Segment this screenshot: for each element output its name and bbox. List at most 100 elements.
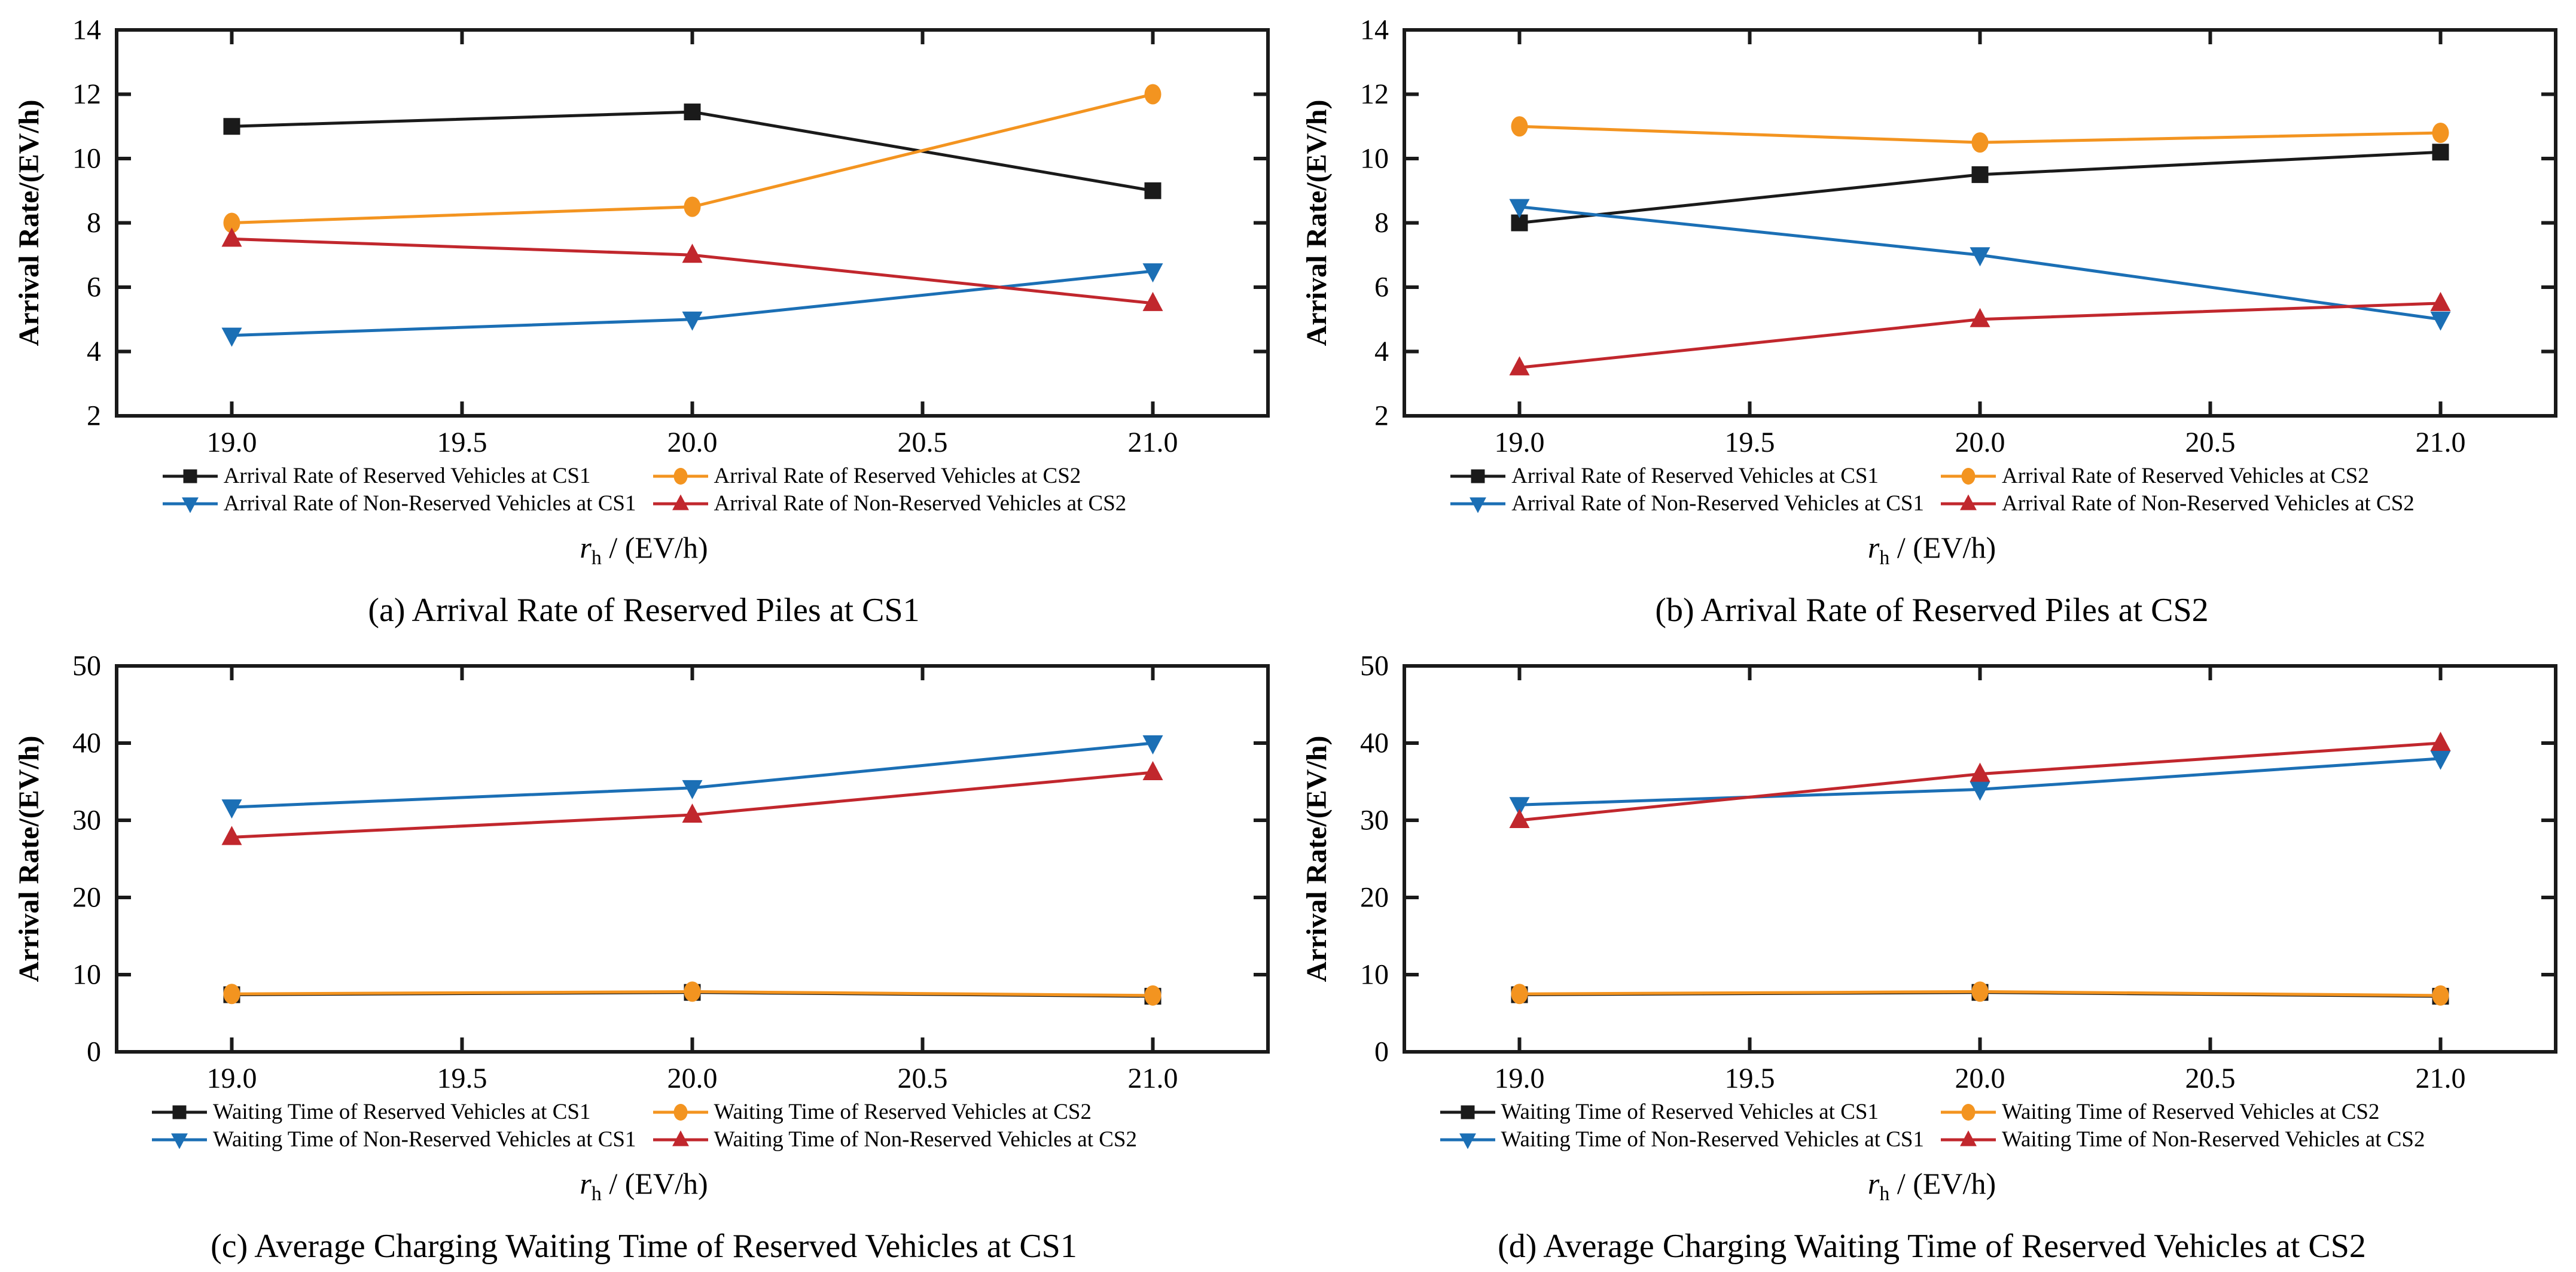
- x-tick-label: 20.0: [667, 1063, 718, 1094]
- legend-label: Waiting Time of Reserved Vehicles at CS1: [1501, 1100, 1879, 1124]
- legend-marker: [171, 1133, 188, 1149]
- legend-label: Waiting Time of Non-Reserved Vehicles at…: [1501, 1127, 1925, 1152]
- legend-item: Arrival Rate of Reserved Vehicles at CS2: [652, 463, 1127, 489]
- data-point-marker: [221, 227, 242, 247]
- legend-triangle-down-icon: [1450, 497, 1506, 513]
- x-tick-label: 20.0: [1955, 427, 2005, 458]
- x-tick-label: 20.5: [898, 1063, 948, 1094]
- legend-item: Arrival Rate of Reserved Vehicles at CS1: [161, 463, 636, 489]
- data-point-marker: [2430, 750, 2451, 770]
- data-point-marker: [221, 826, 242, 845]
- series-line: [231, 110, 1153, 193]
- chart-b: 19.0 19.5 20.0 20.5 21.0 2 4 6 8 10 12 14 Arrival Ra…: [1301, 14, 2557, 458]
- legend-marker: [673, 468, 687, 485]
- y-axis-title: Arrival Rate/(EV/h): [1301, 736, 1333, 982]
- data-point-marker: [2432, 985, 2449, 1006]
- y-tick-label: 40: [72, 728, 101, 759]
- y-tick-label: 4: [87, 336, 101, 367]
- data-point-marker: [1971, 132, 1989, 153]
- legend-marker: [1459, 1133, 1476, 1149]
- y-tick-label: 12: [72, 78, 101, 110]
- x-axis-variable: r: [1867, 531, 1880, 564]
- data-point-marker: [1509, 809, 1530, 828]
- legend-d: Waiting Time of Reserved Vehicles at CS1…: [1288, 1099, 2576, 1153]
- y-tick-label: 0: [87, 1036, 101, 1068]
- data-point-marker: [1970, 247, 1990, 267]
- x-axis-variable: r: [1867, 1167, 1880, 1200]
- panel-b: 19.0 19.5 20.0 20.5 21.0 2 4 6 8 10 12 14 Arrival Ra…: [1288, 0, 2576, 636]
- legend-label: Arrival Rate of Reserved Vehicles at CS2: [714, 464, 1081, 488]
- x-axis-units: / (EV/h): [1889, 1167, 1996, 1200]
- series-line: [1519, 150, 2441, 224]
- plot-frame: [115, 28, 1270, 418]
- x-axis-subscript: h: [591, 1183, 602, 1205]
- data-point-marker: [2430, 732, 2451, 751]
- data-point-marker: [1144, 84, 1162, 105]
- legend-a: Arrival Rate of Reserved Vehicles at CS1…: [0, 463, 1288, 517]
- legend-item: Waiting Time of Reserved Vehicles at CS2: [1940, 1099, 2425, 1125]
- data-point-marker: [1511, 984, 1528, 1005]
- x-axis-label-b: rh / (EV/h): [1288, 530, 2576, 576]
- legend-marker: [672, 494, 689, 510]
- data-point-marker: [1142, 291, 1163, 311]
- caption-a: (a) Arrival Rate of Reserved Piles at CS…: [368, 592, 920, 629]
- y-tick-label: 14: [72, 14, 101, 46]
- x-tick-label: 21.0: [2416, 1063, 2466, 1094]
- x-tick-label: 19.0: [207, 427, 257, 458]
- legend-label: Waiting Time of Reserved Vehicles at CS1: [213, 1100, 591, 1124]
- legend-triangle-down-icon: [1440, 1133, 1495, 1149]
- data-point-marker: [1970, 781, 1990, 801]
- data-point-marker: [1971, 981, 1989, 1002]
- legend-marker: [1961, 1104, 1976, 1121]
- y-axis-title: Arrival Rate/(EV/h): [13, 100, 45, 346]
- x-tick-label: 20.5: [2185, 1063, 2236, 1094]
- x-axis-label-c: rh / (EV/h): [0, 1166, 1288, 1212]
- x-tick-label: 20.0: [667, 427, 718, 458]
- data-point-marker: [1970, 308, 1990, 327]
- legend-triangle-up-icon: [653, 1130, 708, 1146]
- y-tick-label: 2: [1374, 400, 1389, 432]
- x-tick-label: 19.5: [1725, 1063, 1775, 1094]
- data-point-marker: [221, 327, 242, 347]
- legend-label: Arrival Rate of Reserved Vehicles at CS1: [1511, 464, 1879, 488]
- data-point-marker: [1144, 182, 1162, 199]
- legend-circle-icon: [653, 468, 708, 485]
- panel-c: 19.0 19.5 20.0 20.5 21.0 0 10 20 30 40 50 Arrival R…: [0, 636, 1288, 1272]
- data-point-marker: [684, 196, 701, 217]
- data-point-marker: [682, 803, 703, 823]
- data-point-marker: [1142, 735, 1163, 754]
- y-tick-label: 6: [1374, 272, 1389, 303]
- legend-item: Arrival Rate of Non-Reserved Vehicles at…: [161, 491, 636, 517]
- legend-square-icon: [1440, 1105, 1495, 1119]
- legend-label: Waiting Time of Non-Reserved Vehicles at…: [213, 1127, 636, 1152]
- legend-marker: [1961, 468, 1976, 485]
- legend-circle-icon: [1941, 1104, 1996, 1121]
- x-axis-subscript: h: [591, 547, 602, 569]
- data-point-marker: [1509, 199, 1530, 218]
- data-point-marker: [221, 799, 242, 819]
- legend-triangle-down-icon: [152, 1133, 207, 1149]
- data-point-marker: [2430, 311, 2451, 331]
- y-tick-label: 50: [72, 650, 101, 682]
- legend-marker: [1960, 494, 1977, 510]
- x-tick-label: 19.0: [207, 1063, 257, 1094]
- legend-label: Arrival Rate of Reserved Vehicles at CS2: [2002, 464, 2369, 488]
- chart-d: 19.0 19.5 20.0 20.5 21.0 0 10 20 30 40 50 Arrival R…: [1301, 650, 2557, 1094]
- data-point-marker: [1971, 166, 1989, 183]
- caption-d: (d) Average Charging Waiting Time of Res…: [1498, 1228, 2366, 1265]
- x-tick-label: 21.0: [1128, 427, 1178, 458]
- x-tick-label: 19.5: [1725, 427, 1775, 458]
- legend-label: Arrival Rate of Non-Reserved Vehicles at…: [714, 491, 1127, 516]
- legend-marker: [1471, 469, 1485, 483]
- data-point-marker: [1142, 761, 1163, 781]
- legend-marker: [1960, 1130, 1977, 1146]
- legend-circle-icon: [653, 1104, 708, 1121]
- x-axis-label-d: rh / (EV/h): [1288, 1166, 2576, 1212]
- plot-frame: [1403, 28, 2557, 418]
- chart-c: 19.0 19.5 20.0 20.5 21.0 0 10 20 30 40 50 Arrival R…: [13, 650, 1270, 1094]
- x-tick-label: 19.0: [1495, 427, 1545, 458]
- legend-triangle-up-icon: [1941, 494, 1996, 510]
- x-axis-units: / (EV/h): [601, 531, 708, 564]
- panel-d: 19.0 19.5 20.0 20.5 21.0 0 10 20 30 40 50 Arrival R…: [1288, 636, 2576, 1272]
